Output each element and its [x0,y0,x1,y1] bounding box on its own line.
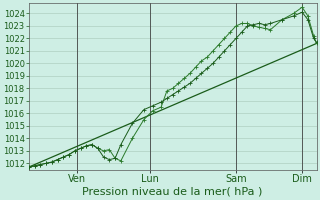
X-axis label: Pression niveau de la mer( hPa ): Pression niveau de la mer( hPa ) [83,187,263,197]
